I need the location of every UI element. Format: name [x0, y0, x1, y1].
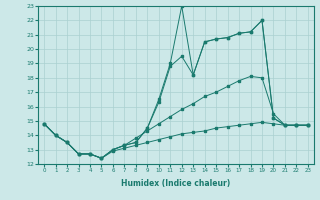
X-axis label: Humidex (Indice chaleur): Humidex (Indice chaleur)	[121, 179, 231, 188]
